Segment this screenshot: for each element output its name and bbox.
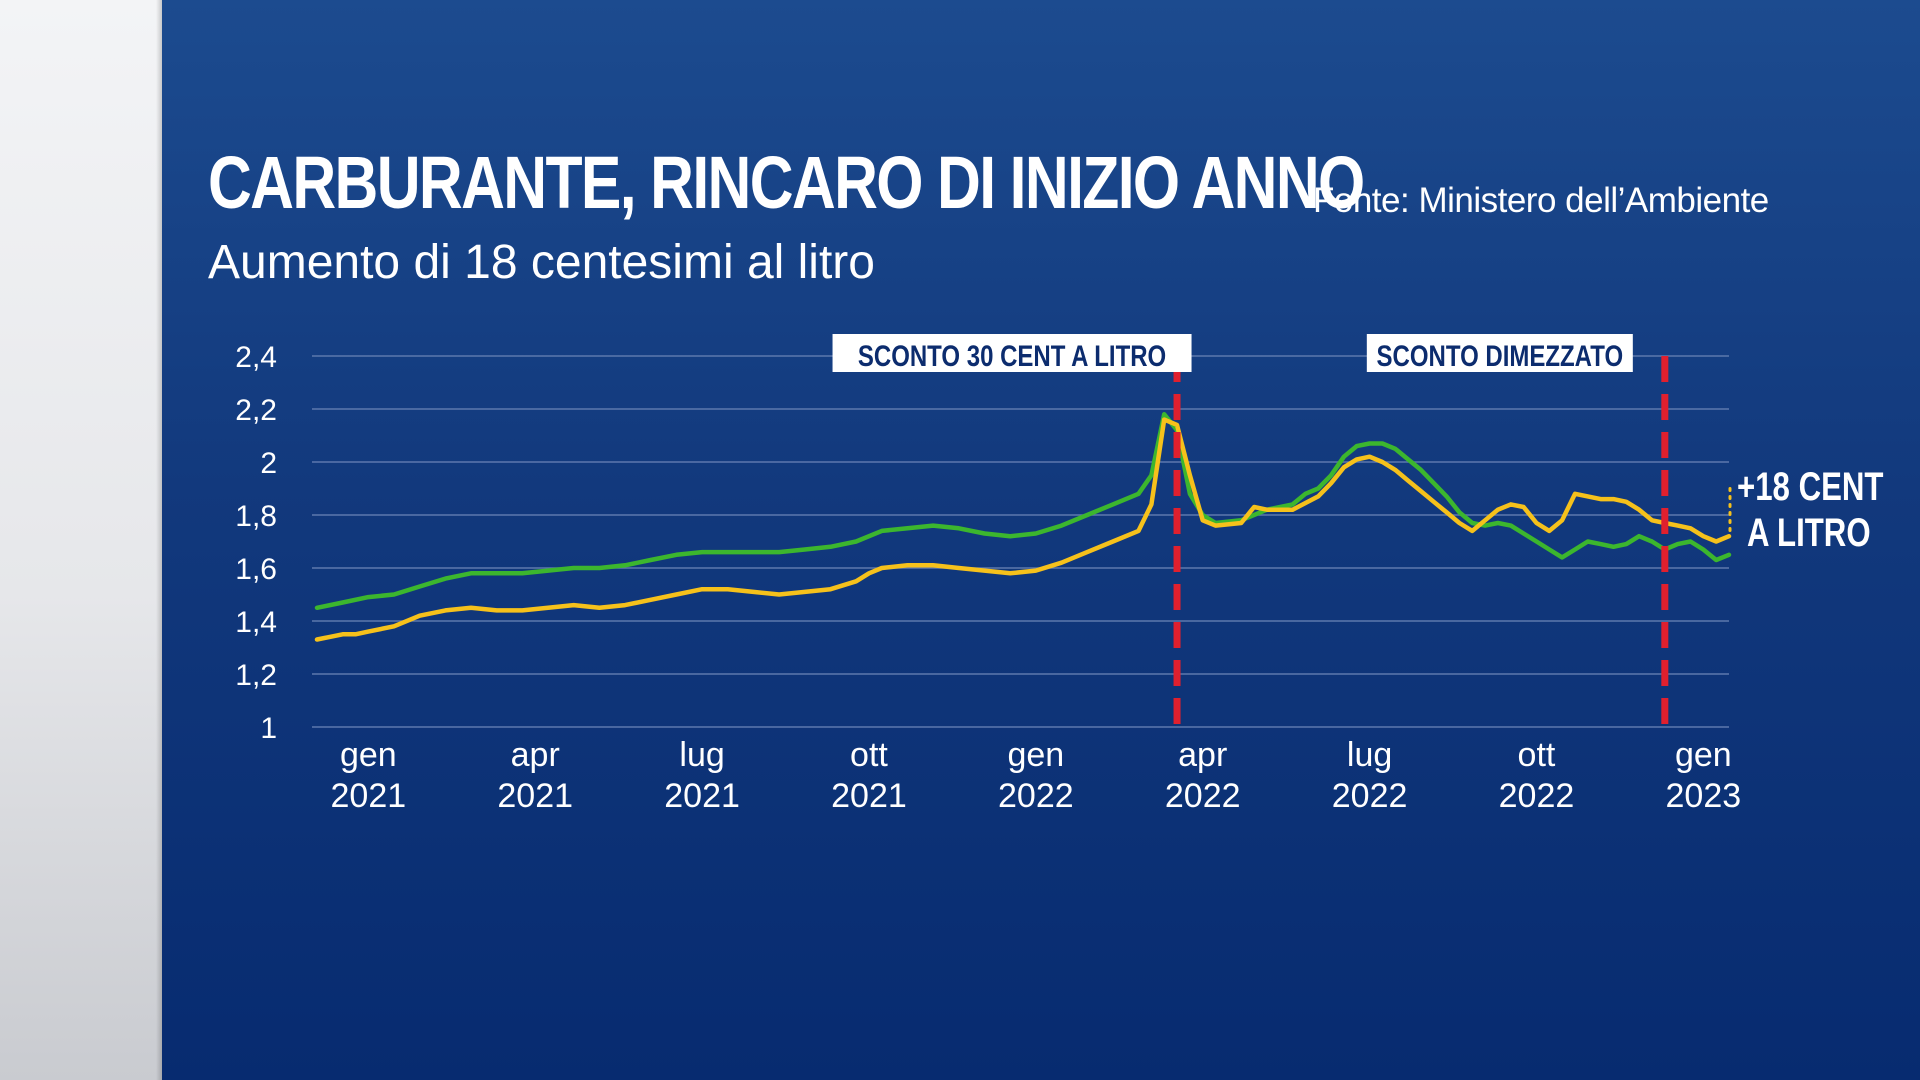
- x-tick-year-label: 2021: [331, 777, 407, 815]
- page-title: CARBURANTE, RINCARO DI INIZIO ANNO: [208, 141, 1365, 224]
- x-tick-month-label: gen: [1675, 736, 1732, 774]
- y-tick-label: 1: [260, 712, 277, 745]
- left-gray-strip: [0, 0, 162, 1080]
- page-subtitle: Aumento di 18 centesimi al litro: [208, 236, 875, 289]
- x-tick-month-label: ott: [850, 736, 888, 774]
- x-tick-month-label: lug: [1347, 736, 1392, 774]
- y-tick-label: 1,2: [235, 659, 277, 692]
- y-tick-label: 2,4: [235, 341, 277, 374]
- increase-label-line2: A LITRO: [1747, 510, 1871, 555]
- x-tick-month-label: apr: [511, 736, 560, 774]
- x-tick-year-label: 2022: [1499, 777, 1575, 815]
- x-tick-year-label: 2021: [831, 777, 907, 815]
- chart-panel: [162, 0, 1920, 1080]
- event-label-box: [1366, 334, 1633, 372]
- y-tick-label: 1,4: [235, 606, 277, 639]
- x-tick-month-label: lug: [679, 736, 724, 774]
- x-tick-year-label: 2022: [1332, 777, 1408, 815]
- x-tick-year-label: 2021: [497, 777, 573, 815]
- event-label-text: SCONTO DIMEZZATO: [1377, 338, 1624, 372]
- increase-label-line1: +18 CENT: [1737, 464, 1884, 509]
- y-tick-label: 2: [260, 447, 277, 480]
- x-tick-month-label: gen: [1007, 736, 1064, 774]
- y-tick-label: 2,2: [235, 394, 277, 427]
- source-note: Fonte: Ministero dell’Ambiente: [1313, 181, 1769, 220]
- y-tick-label: 1,6: [235, 553, 277, 586]
- x-tick-year-label: 2021: [664, 777, 740, 815]
- event-label: SCONTO 30 CENT A LITRO: [832, 334, 1192, 373]
- x-tick-month-label: ott: [1518, 736, 1556, 774]
- event-label: SCONTO DIMEZZATO: [1366, 334, 1633, 373]
- y-tick-label: 1,8: [235, 500, 277, 533]
- x-tick-year-label: 2022: [998, 777, 1074, 815]
- event-label-box: [832, 334, 1192, 372]
- x-tick-year-label: 2023: [1666, 777, 1742, 815]
- series-line-green: [314, 412, 1732, 611]
- x-tick-month-label: gen: [340, 736, 397, 774]
- x-tick-month-label: apr: [1178, 736, 1227, 774]
- series-line-yellow: [314, 417, 1732, 642]
- event-label-text: SCONTO 30 CENT A LITRO: [858, 338, 1166, 372]
- x-tick-year-label: 2022: [1165, 777, 1241, 815]
